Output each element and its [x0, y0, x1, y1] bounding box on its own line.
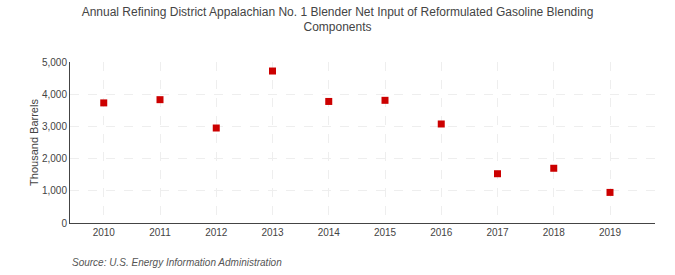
svg-text:5,000: 5,000: [42, 57, 67, 68]
svg-text:0: 0: [61, 218, 67, 229]
svg-text:2,000: 2,000: [42, 153, 67, 164]
svg-text:2018: 2018: [543, 227, 566, 238]
svg-text:2012: 2012: [205, 227, 228, 238]
svg-text:2016: 2016: [430, 227, 453, 238]
svg-text:2010: 2010: [93, 227, 116, 238]
svg-text:1,000: 1,000: [42, 185, 67, 196]
svg-text:2019: 2019: [599, 227, 622, 238]
svg-text:2015: 2015: [374, 227, 397, 238]
svg-text:2011: 2011: [149, 227, 171, 238]
svg-text:2013: 2013: [261, 227, 284, 238]
svg-text:4,000: 4,000: [42, 89, 67, 100]
svg-text:Annual Refining District Appal: Annual Refining District Appalachian No.…: [82, 5, 594, 35]
svg-text:Source: U.S. Energy Informatio: Source: U.S. Energy Information Administ…: [72, 257, 282, 268]
svg-text:2014: 2014: [318, 227, 341, 238]
svg-text:3,000: 3,000: [42, 121, 67, 132]
svg-text:2017: 2017: [486, 227, 509, 238]
svg-text:Thousand Barrels: Thousand Barrels: [28, 99, 40, 186]
